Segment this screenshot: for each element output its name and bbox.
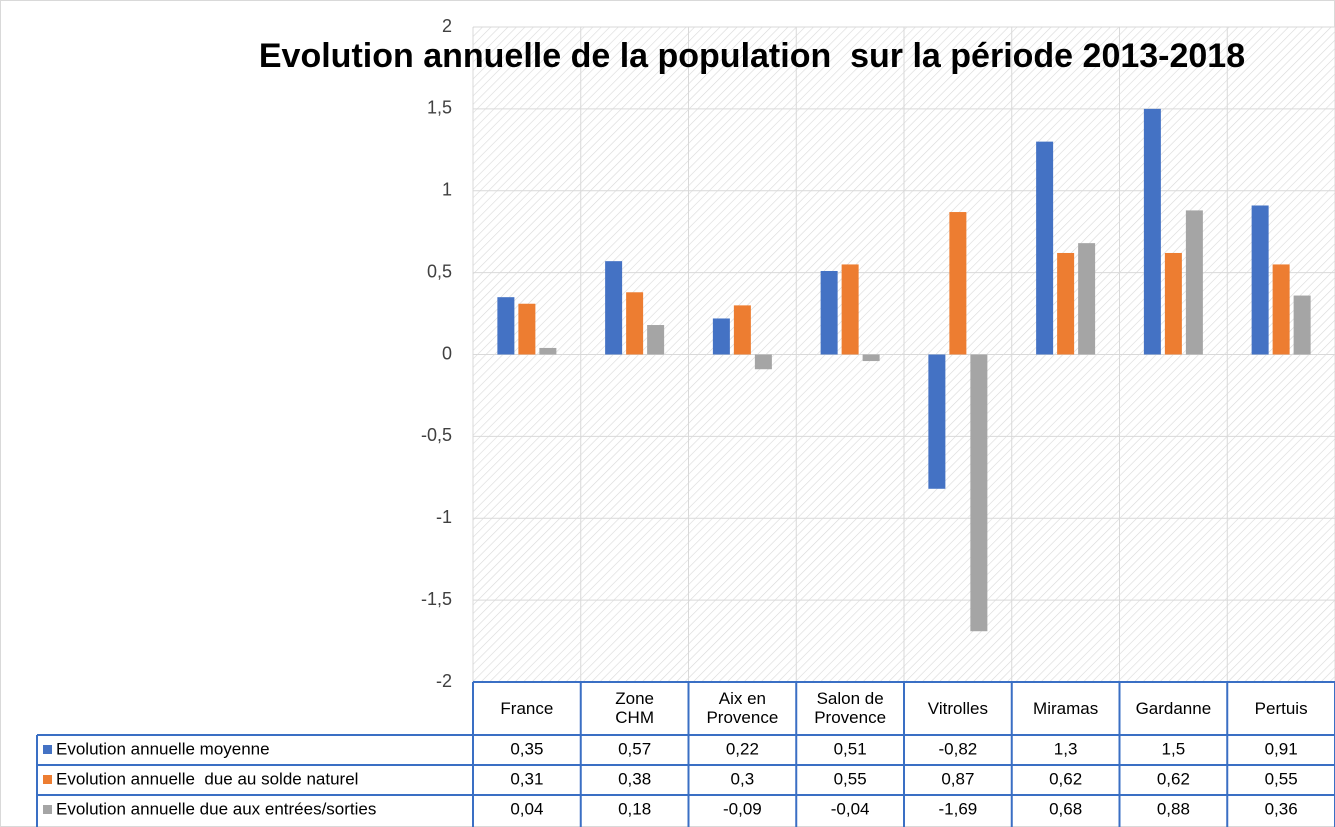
table-value: -0,04 xyxy=(831,799,870,818)
y-tick-label: -1 xyxy=(436,507,452,527)
bar xyxy=(497,297,515,355)
bar xyxy=(1078,243,1096,355)
bar xyxy=(862,354,880,362)
x-tick-label: Aix en Provence xyxy=(706,689,778,727)
legend-label: Evolution annuelle due aux entrées/sorti… xyxy=(56,799,376,818)
legend-swatch xyxy=(43,745,52,754)
x-tick-label: Salon de Provence xyxy=(814,689,886,727)
table-value: 0,68 xyxy=(1049,799,1082,818)
table-value: 0,55 xyxy=(1265,769,1298,788)
bar xyxy=(626,292,644,355)
legend-label: Evolution annuelle due au solde naturel xyxy=(56,769,358,788)
table-value: 0,87 xyxy=(941,769,974,788)
y-tick-label: 1 xyxy=(442,180,452,200)
y-tick-label: -0,5 xyxy=(421,425,452,445)
table-value: 0,04 xyxy=(510,799,543,818)
table-value: -0,09 xyxy=(723,799,762,818)
bar xyxy=(949,212,967,355)
bar xyxy=(518,303,536,355)
y-tick-label: 0,5 xyxy=(427,261,452,281)
table-value: 1,5 xyxy=(1162,739,1186,758)
x-tick-label: Zone CHM xyxy=(615,689,654,727)
table-value: 0,55 xyxy=(834,769,867,788)
bar xyxy=(1036,141,1054,355)
bar xyxy=(1164,252,1182,355)
bar xyxy=(841,264,859,355)
bar xyxy=(1143,108,1161,355)
x-tick-label: Miramas xyxy=(1033,699,1098,718)
table-value: 1,3 xyxy=(1054,739,1078,758)
table-value: 0,51 xyxy=(834,739,867,758)
table-value: 0,3 xyxy=(731,769,755,788)
bar xyxy=(605,261,623,355)
y-tick-label: 0 xyxy=(442,343,452,363)
bar xyxy=(712,318,730,355)
table-value: 0,22 xyxy=(726,739,759,758)
table-value: 0,62 xyxy=(1049,769,1082,788)
x-tick-label: Pertuis xyxy=(1255,699,1308,718)
x-tick-label: Gardanne xyxy=(1136,699,1212,718)
bar xyxy=(1272,264,1290,355)
bar xyxy=(754,354,772,370)
table-value: 0,31 xyxy=(510,769,543,788)
chart-title: Evolution annuelle de la population sur … xyxy=(258,37,1246,75)
table-value: 0,38 xyxy=(618,769,651,788)
bar xyxy=(970,354,988,632)
bar xyxy=(1293,295,1311,355)
table-value: 0,35 xyxy=(510,739,543,758)
table-value: 0,88 xyxy=(1157,799,1190,818)
table-value: 0,36 xyxy=(1265,799,1298,818)
legend-swatch xyxy=(43,805,52,814)
y-tick-label: 2 xyxy=(442,16,452,36)
legend-swatch xyxy=(43,775,52,784)
bar xyxy=(539,347,557,355)
table-value: 0,18 xyxy=(618,799,651,818)
bar xyxy=(820,270,838,355)
table-value: -1,69 xyxy=(939,799,978,818)
y-tick-label: -1,5 xyxy=(421,589,452,609)
y-tick-label: 1,5 xyxy=(427,98,452,118)
bar xyxy=(733,305,751,355)
y-tick-label: -2 xyxy=(436,671,452,691)
bar xyxy=(647,325,665,355)
x-tick-label: Vitrolles xyxy=(928,699,988,718)
table-value: 0,62 xyxy=(1157,769,1190,788)
x-tick-label: France xyxy=(500,699,553,718)
table-value: 0,91 xyxy=(1265,739,1298,758)
table-value: 0,57 xyxy=(618,739,651,758)
bar xyxy=(928,354,946,489)
table-value: -0,82 xyxy=(939,739,978,758)
legend-label: Evolution annuelle moyenne xyxy=(56,739,270,758)
bar xyxy=(1185,210,1203,355)
bar xyxy=(1251,205,1269,355)
bar xyxy=(1057,252,1075,355)
